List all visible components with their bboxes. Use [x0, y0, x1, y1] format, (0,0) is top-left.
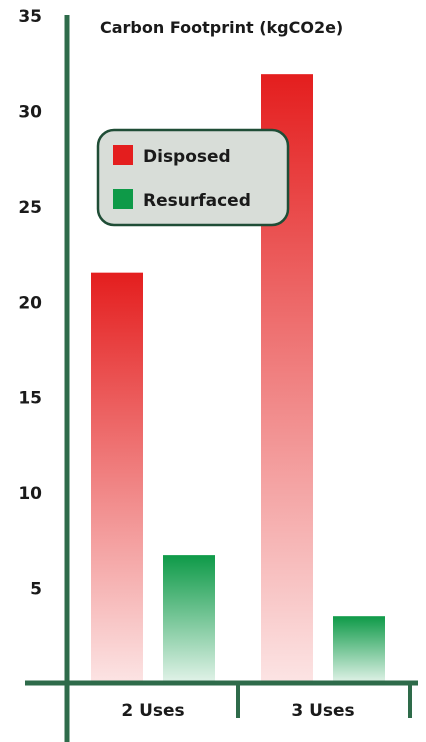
chart-title: Carbon Footprint (kgCO2e): [100, 18, 343, 37]
legend: Disposed Resurfaced: [96, 128, 290, 227]
y-tick-label-20: 20: [18, 293, 42, 313]
bar-disposed-2-uses: [91, 272, 143, 683]
y-tick-label-10: 10: [18, 484, 42, 504]
y-tick-label-5: 5: [30, 580, 42, 600]
legend-swatch-resurfaced: [113, 189, 133, 209]
x-category-label-3-uses: 3 Uses: [291, 701, 354, 721]
y-tick-label-35: 35: [18, 7, 42, 27]
bar-resurfaced-2-uses: [163, 555, 215, 683]
legend-label-resurfaced: Resurfaced: [143, 191, 251, 211]
legend-swatch-disposed: [113, 145, 133, 165]
y-tick-label-30: 30: [18, 102, 42, 122]
y-tick-label-25: 25: [18, 198, 42, 218]
bar-resurfaced-3-uses: [333, 616, 385, 683]
legend-label-disposed: Disposed: [143, 147, 231, 167]
y-tick-label-15: 15: [18, 389, 42, 409]
axes-layer: 5 10 15 20 25 30 35 2 Uses 3 Uses: [18, 7, 418, 742]
legend-box: [96, 128, 290, 227]
x-category-label-2-uses: 2 Uses: [121, 701, 184, 721]
